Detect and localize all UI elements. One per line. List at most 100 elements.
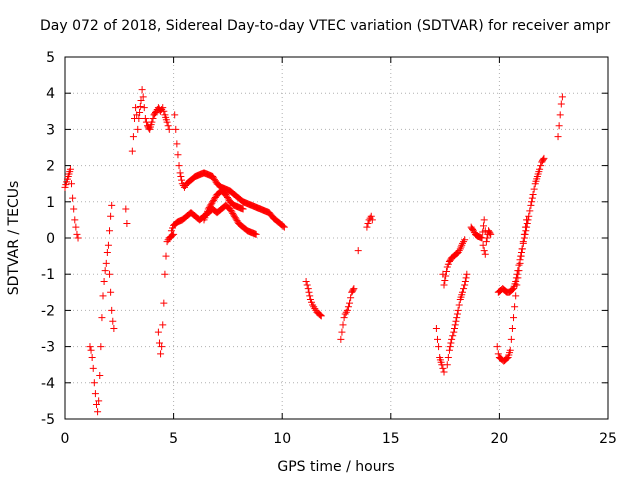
data-point [148,118,156,126]
data-point [517,248,525,256]
data-point [443,361,451,369]
data-point [170,230,178,238]
data-point [95,397,103,405]
data-point [310,303,318,311]
data-point [157,350,165,358]
data-point [507,335,515,343]
data-point [537,162,545,170]
data-point [204,205,212,213]
data-point [177,172,185,180]
data-point [224,195,232,203]
y-tick-label: -4 [41,376,55,392]
data-point [90,379,98,387]
data-point [210,175,218,183]
data-point [445,346,453,354]
data-point [98,314,106,322]
data-point [239,205,247,213]
data-point [441,277,449,285]
data-point [129,133,137,141]
data-point [306,292,314,300]
data-point [89,364,97,372]
data-point [453,310,461,318]
data-point [134,125,142,133]
data-point [527,201,535,209]
data-point [88,353,96,361]
data-point [304,285,312,293]
data-point [231,214,239,222]
y-tick-label: 4 [46,86,55,102]
data-point [512,274,520,282]
data-point [108,201,116,209]
data-point [226,205,234,213]
data-point [479,222,487,230]
data-point [516,256,524,264]
data-point [228,208,236,216]
data-point [227,206,235,214]
data-point [344,303,352,311]
data-point [346,299,354,307]
data-point [460,238,468,246]
data-point [554,133,562,141]
data-point [555,122,563,130]
data-point [439,364,447,372]
data-point [165,125,173,133]
data-point [556,111,564,119]
data-point [461,281,469,289]
data-point [511,303,519,311]
x-tick-label: 0 [61,431,70,447]
data-point [343,306,351,314]
data-point [71,216,79,224]
data-point [280,223,288,231]
data-point [455,301,463,309]
data-point [452,317,460,325]
data-point [174,151,182,159]
data-point [480,216,488,224]
data-point [163,238,171,246]
data-point [515,261,523,269]
data-point [160,107,168,115]
data-point [279,222,287,230]
data-point [136,102,144,110]
data-point [97,343,105,351]
y-tick-label: 3 [46,122,55,138]
data-point [493,343,501,351]
data-point [432,325,440,332]
data-point [141,115,149,123]
y-tick-label: 5 [46,50,55,66]
data-point [487,230,495,238]
data-point [69,194,77,202]
data-point [338,328,346,336]
data-point [210,196,218,204]
data-point [223,192,231,200]
data-point [154,328,162,336]
data-point [364,220,372,228]
data-point [494,350,502,358]
data-point [435,343,443,351]
data-point [169,231,177,239]
chart-title: Day 072 of 2018, Sidereal Day-to-day VTE… [40,18,610,34]
data-point [480,247,488,255]
data-point [155,339,163,347]
data-point [518,245,526,253]
data-point [367,212,375,220]
data-point [86,343,94,351]
data-point [138,86,146,94]
data-point [87,346,95,354]
data-point [209,198,217,206]
data-point [530,185,538,193]
y-tick-label: 0 [46,231,55,247]
data-point [140,104,148,112]
data-point [451,325,459,332]
x-axis-label: GPS time / hours [277,459,394,475]
y-tick-labels: -5 -4 -3 -2 -1 0 1 2 3 4 5 [41,50,55,428]
data-point [317,311,325,319]
data-point [205,204,213,212]
data-point [450,328,458,336]
y-tick-label: -2 [41,303,55,319]
data-point [461,277,469,285]
data-point [529,191,537,199]
data-point [173,140,181,148]
data-point [230,212,238,220]
data-point [152,109,159,117]
data-point [317,312,325,320]
